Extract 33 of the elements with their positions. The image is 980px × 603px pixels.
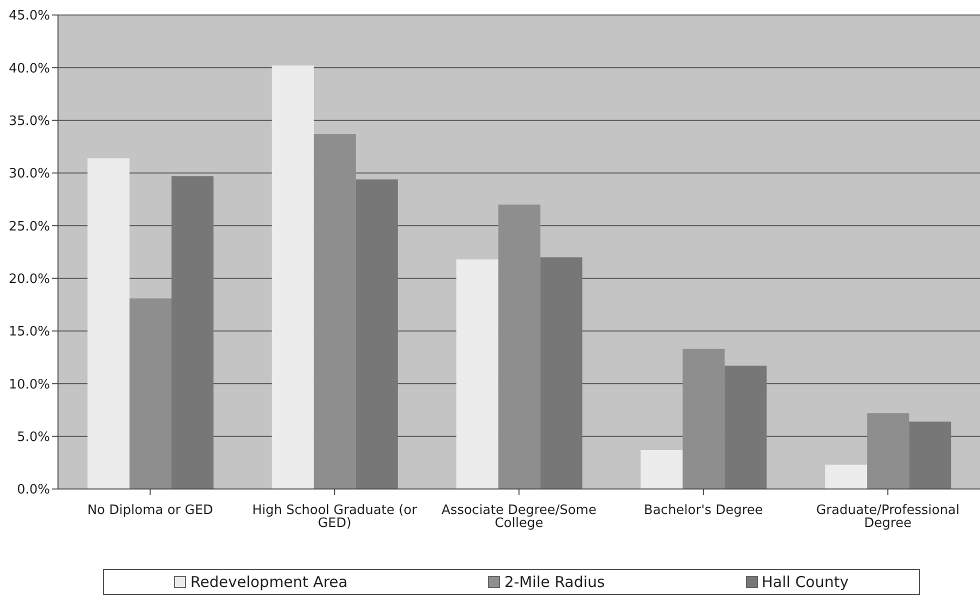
bar [314,134,356,489]
x-tick-label: No Diploma or GED [87,503,214,518]
bar [356,179,398,489]
y-tick-label: 35.0% [8,114,50,129]
y-tick-label: 10.0% [8,377,50,392]
bar [682,348,725,489]
legend-label: 2-Mile Radius [503,573,605,591]
bar [909,422,952,489]
bar [825,464,868,489]
bar [867,413,910,489]
bar [272,66,314,489]
bar [640,450,683,489]
x-tick-label: Associate Degree/Some College [442,503,596,532]
y-tick-label: 45.0% [8,8,50,24]
bar [88,158,130,489]
y-tick-label: 20.0% [8,272,50,287]
legend-label: Hall County [760,573,849,591]
bar [498,204,540,489]
y-tick-label: 15.0% [8,324,50,340]
y-tick-label: 25.0% [8,219,50,234]
bar [130,298,172,489]
x-tick-label: Graduate/Professional Degree [816,503,960,532]
bar [456,259,498,489]
x-tick-label: High School Graduate (or GED) [252,503,418,532]
y-tick-label: 40.0% [8,61,50,76]
bar [540,257,582,489]
bar [724,366,767,489]
y-tick-label: 30.0% [8,166,50,182]
bar [172,176,214,489]
y-tick-label: 5.0% [16,430,50,445]
legend-label: Redevelopment Area [189,573,348,591]
y-tick-label: 0.0% [16,482,50,498]
x-tick-label: Bachelor's Degree [644,503,763,518]
